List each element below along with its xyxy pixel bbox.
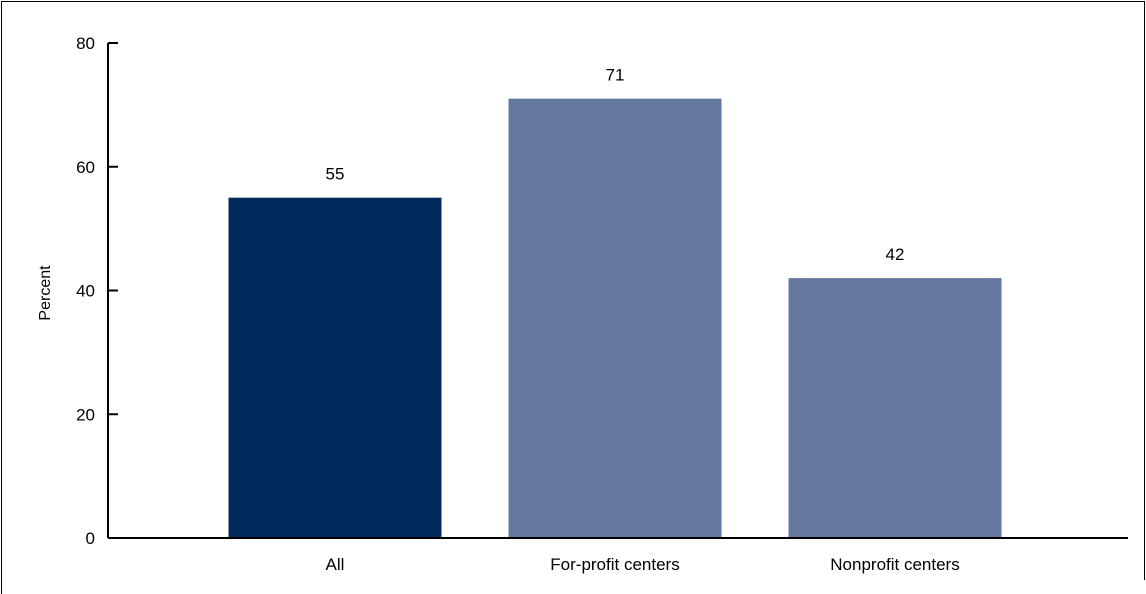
bar-for-profit-centers	[508, 98, 722, 538]
y-axis-title: Percent	[37, 265, 54, 321]
x-category-label: All	[326, 555, 345, 574]
bar-nonprofit-centers	[788, 278, 1002, 538]
data-label: 71	[606, 66, 625, 85]
data-label: 55	[326, 165, 345, 184]
bar-all	[228, 197, 442, 538]
y-tick-label: 0	[86, 529, 95, 548]
x-axis: All For-profit centers Nonprofit centers	[108, 537, 1128, 574]
data-labels: 55 71 42	[326, 66, 905, 264]
y-tick-label: 20	[76, 405, 95, 424]
x-category-label: For-profit centers	[550, 555, 679, 574]
x-category-label: Nonprofit centers	[830, 555, 959, 574]
y-tick-label: 40	[76, 282, 95, 301]
data-label: 42	[886, 245, 905, 264]
y-tick-label: 60	[76, 158, 95, 177]
bars	[228, 98, 1002, 538]
y-tick-label: 80	[76, 34, 95, 53]
y-axis: 0 20 40 60 80	[76, 34, 118, 548]
